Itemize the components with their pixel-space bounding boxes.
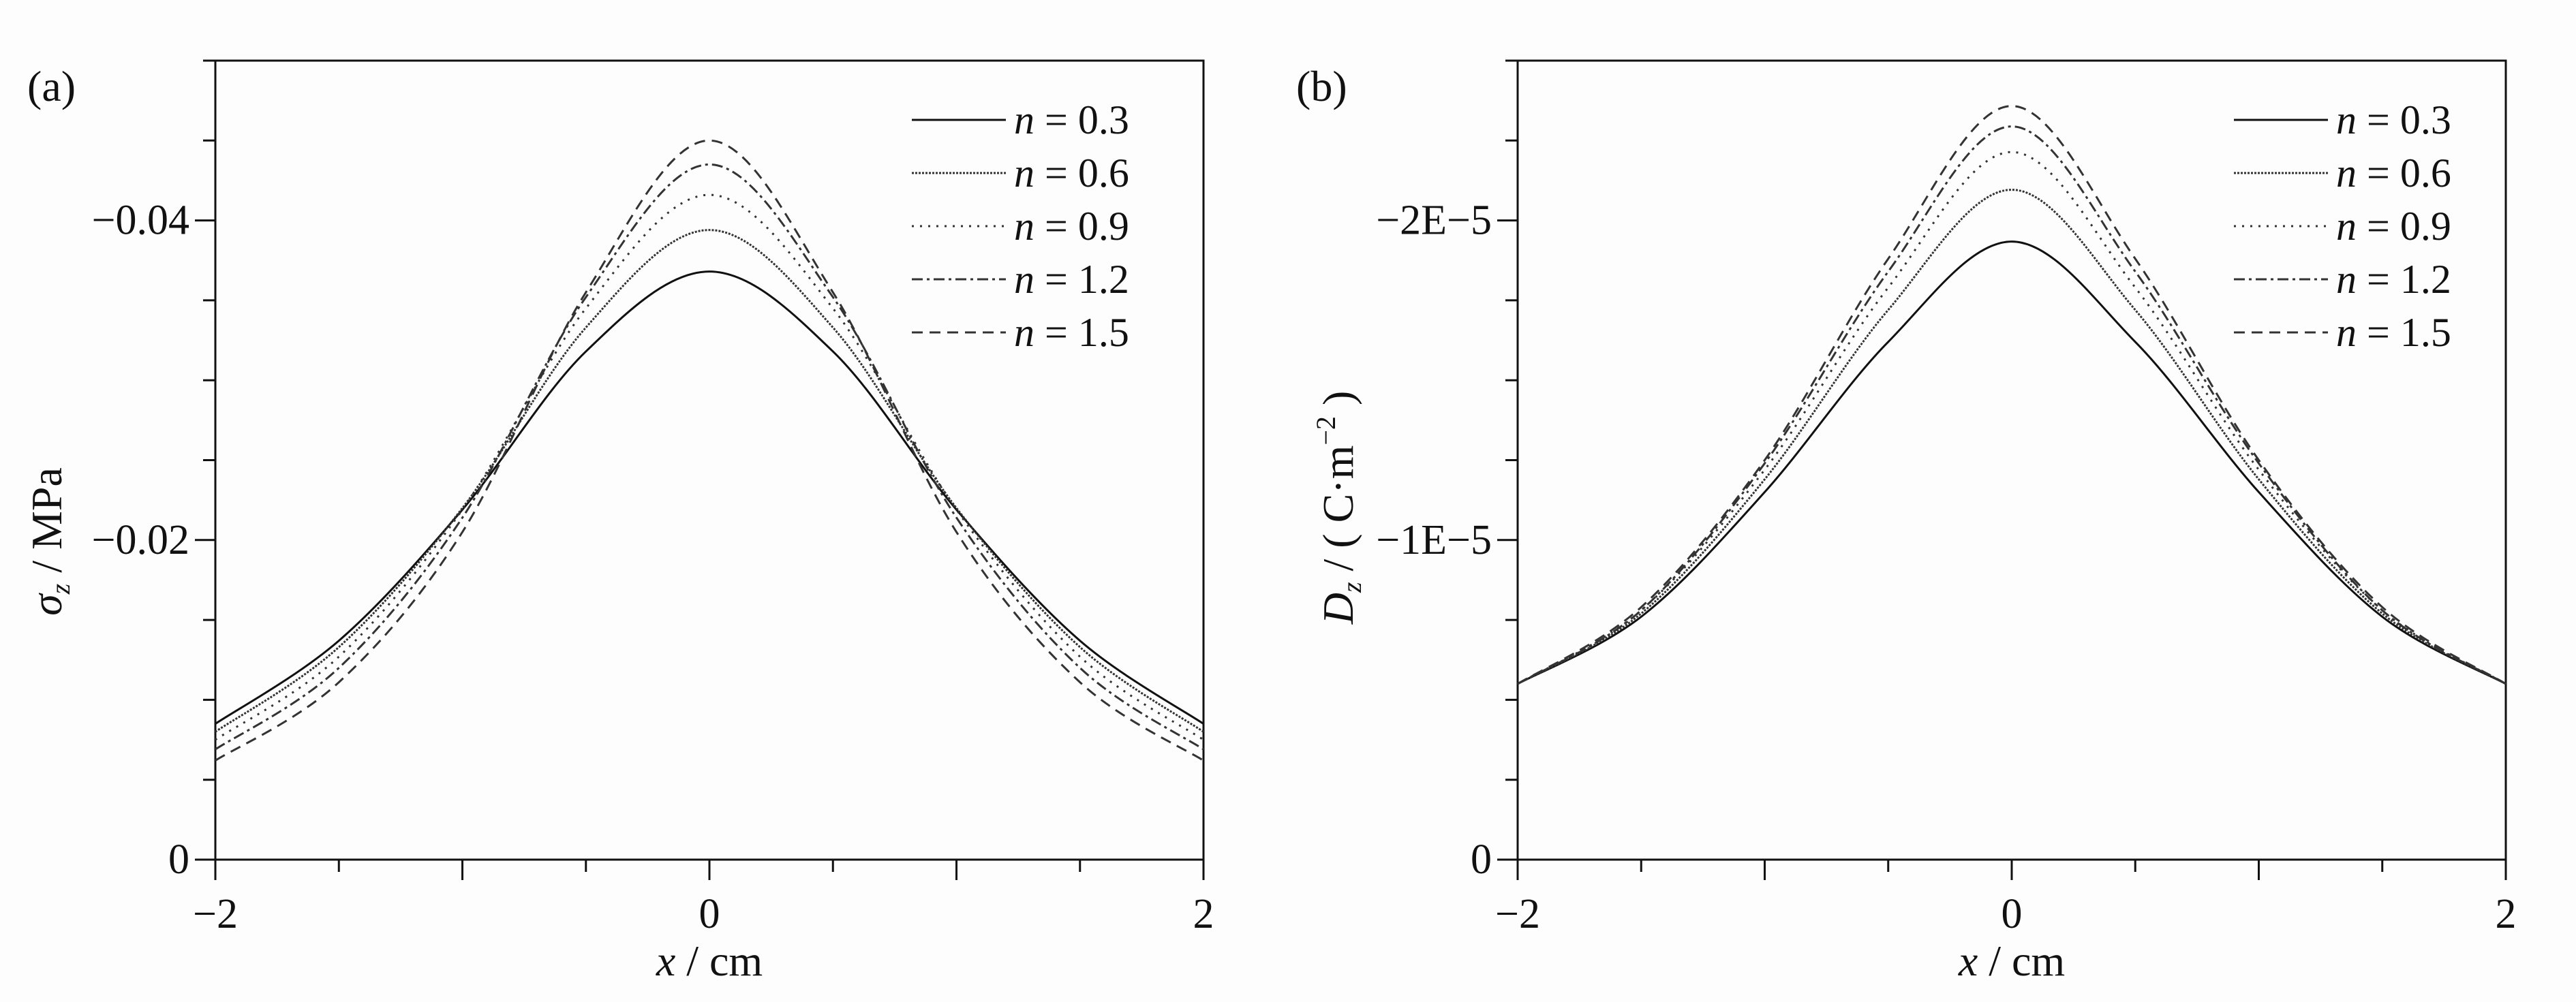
y-tick-label: 0 <box>168 836 189 883</box>
x-axis-label: x / cm <box>656 937 763 985</box>
legend-value: = 1.2 <box>1034 257 1129 302</box>
legend-var: n <box>1014 204 1034 249</box>
legend-var: n <box>1014 97 1034 142</box>
legend-label: n = 0.6 <box>1014 151 1129 195</box>
legend-value: = 1.5 <box>2357 310 2451 355</box>
series-line-dash-dot <box>1517 125 2506 685</box>
legend-value: = 0.6 <box>1034 151 1129 195</box>
y-axis-sup: −2 <box>1310 416 1341 445</box>
panel-b: (b) x / cm Dz / ( C·m−2 ) −2 0 20−1E−5−2E−… <box>1296 59 2517 985</box>
legend-label: n = 0.6 <box>2336 151 2451 195</box>
legend-label: n = 0.9 <box>2336 204 2451 249</box>
legend-label: n = 1.2 <box>1014 257 1129 302</box>
y-tick-label: −0.04 <box>92 198 189 244</box>
legend-var: n <box>2336 204 2357 249</box>
series-line-dense-dot <box>215 229 1204 733</box>
y-axis-close: ) <box>1314 391 1362 416</box>
y-tick-label: −2E−5 <box>1376 198 1492 244</box>
series-line-dash-dot <box>215 163 1204 751</box>
legend-var: n <box>1014 310 1034 355</box>
y-axis-sub: z <box>1336 582 1367 593</box>
legend-var: n <box>1014 151 1034 195</box>
x-tick-label: 0 <box>2002 891 2023 937</box>
legend-label: n = 0.9 <box>1014 204 1129 249</box>
legend-value: = 0.9 <box>2357 204 2451 249</box>
legend-var: n <box>2336 257 2357 302</box>
legend-label: n = 0.3 <box>2336 97 2451 142</box>
legend-value: = 0.3 <box>2357 97 2451 142</box>
y-axis-sub: z <box>45 583 76 595</box>
legend-var: n <box>2336 97 2357 142</box>
y-axis-var: D <box>1314 593 1362 625</box>
legend-value: = 0.9 <box>1034 204 1129 249</box>
series-line-dense-dot <box>1517 189 2506 685</box>
legend-label: n = 0.3 <box>1014 97 1129 142</box>
legend-var: n <box>2336 151 2357 195</box>
y-tick-label: 0 <box>1471 836 1492 883</box>
series-line-dash <box>215 139 1204 762</box>
x-tick-label: 2 <box>2496 891 2517 937</box>
y-axis-label: σz / MPa <box>22 467 76 616</box>
legend-label: n = 1.5 <box>1014 310 1129 355</box>
panel-label: (b) <box>1296 62 1347 110</box>
y-axis-unit: / ( C·m <box>1314 445 1362 582</box>
series-line-solid <box>215 270 1204 725</box>
legend-value: = 1.2 <box>2357 257 2451 302</box>
legend-value: = 0.6 <box>2357 151 2451 195</box>
x-tick-label: 2 <box>1193 891 1214 937</box>
panel-a: (a) x / cm σz / MPa −2 0 20−0.02−0.04n = 0… <box>22 59 1214 985</box>
x-axis-label: x / cm <box>1958 937 2065 985</box>
panel-label: (a) <box>27 62 76 110</box>
legend-value: = 0.3 <box>1034 97 1129 142</box>
y-tick-label: −1E−5 <box>1376 517 1492 563</box>
x-axis-var: x <box>1958 937 1978 985</box>
x-tick-label: −2 <box>1495 891 1540 937</box>
x-tick-label: −2 <box>193 891 238 937</box>
x-axis-unit: / cm <box>1978 937 2065 985</box>
x-tick-label: 0 <box>699 891 720 937</box>
x-axis-var: x <box>656 937 675 985</box>
legend-value: = 1.5 <box>1034 310 1129 355</box>
y-axis-unit: / MPa <box>22 467 71 584</box>
y-axis-label: Dz / ( C·m−2 ) <box>1310 391 1367 625</box>
legend-label: n = 1.5 <box>2336 310 2451 355</box>
y-axis-var: σ <box>22 593 71 616</box>
x-axis-unit: / cm <box>675 937 763 985</box>
y-tick-label: −0.02 <box>92 517 189 563</box>
legend-var: n <box>2336 310 2357 355</box>
legend-label: n = 1.2 <box>2336 257 2451 302</box>
series-line-solid <box>1517 240 2506 685</box>
legend-var: n <box>1014 257 1034 302</box>
